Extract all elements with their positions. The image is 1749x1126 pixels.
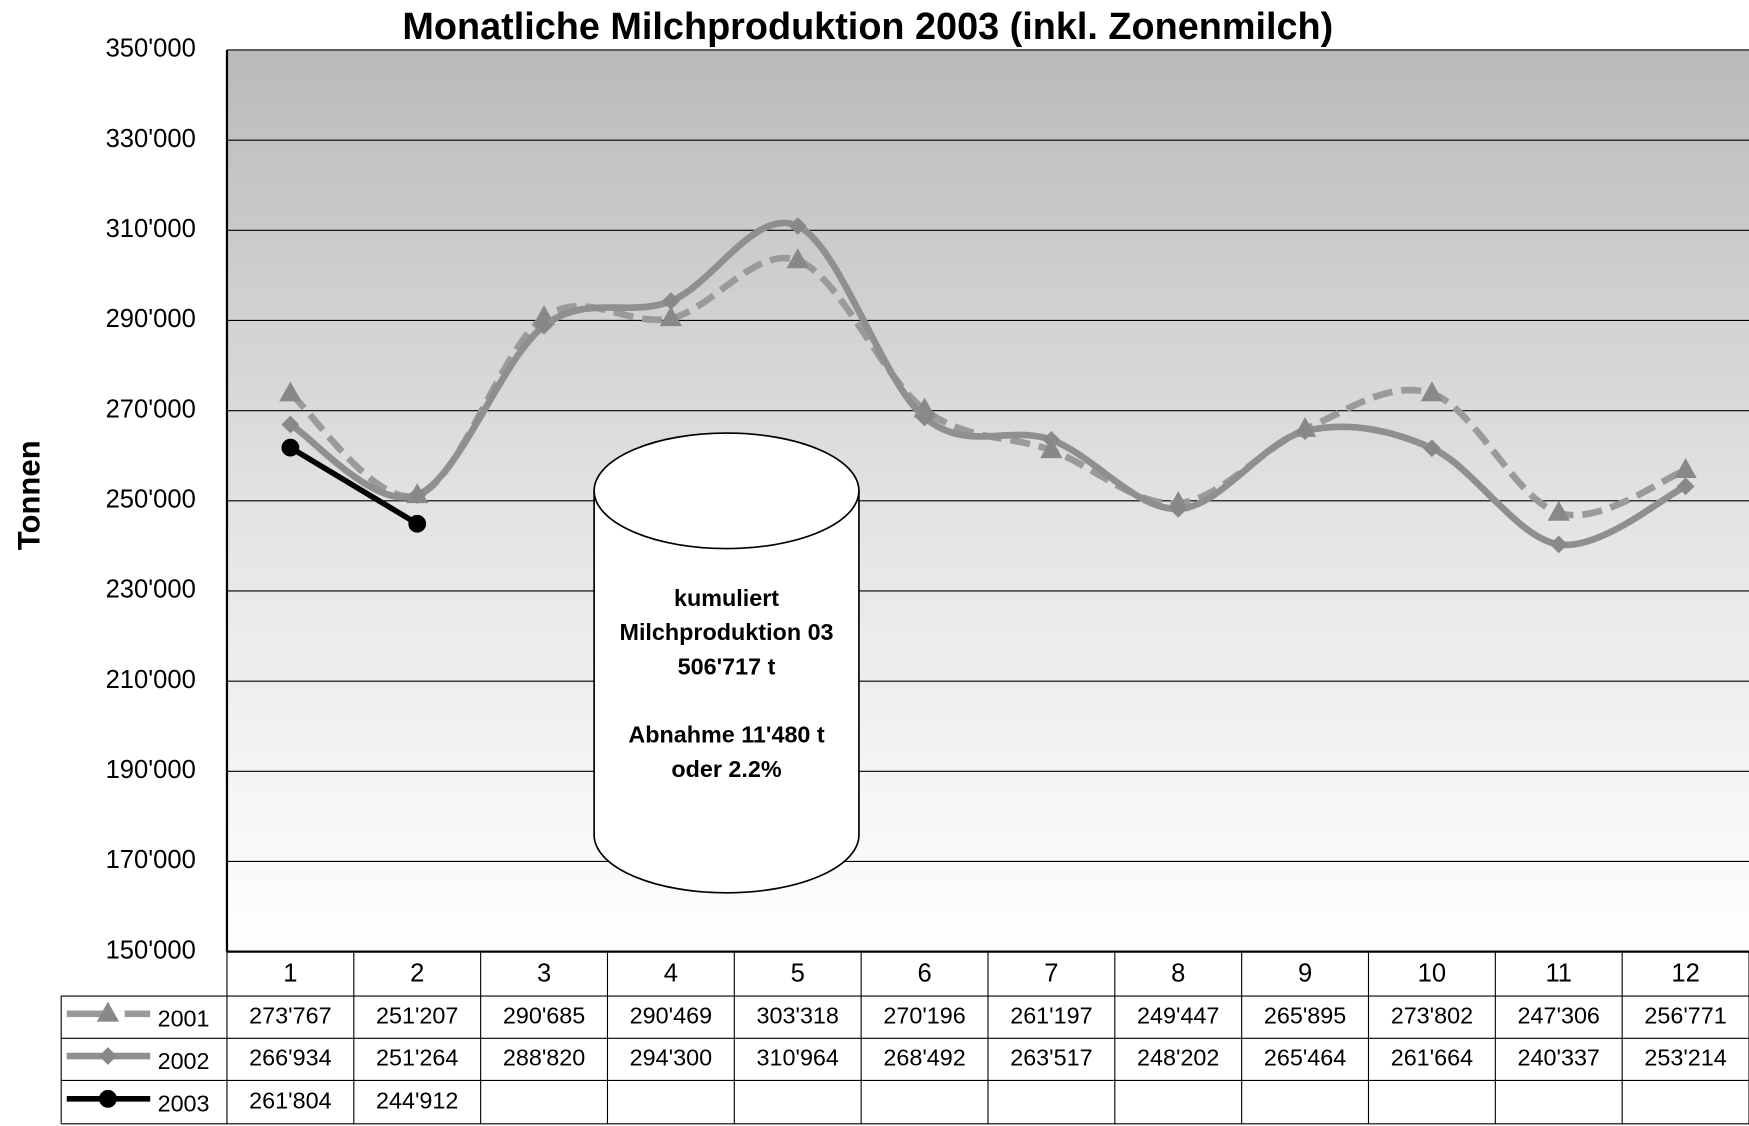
table-cell: 256'771 xyxy=(1644,1002,1726,1028)
annotation-text: Abnahme 11'480 t xyxy=(628,721,825,747)
table-cell: 261'197 xyxy=(1010,1002,1092,1028)
y-tick-label: 250'000 xyxy=(106,486,196,514)
cylinder-body xyxy=(593,490,860,894)
series-line xyxy=(288,219,1688,549)
marker xyxy=(1547,500,1570,521)
table-cell: 265'464 xyxy=(1264,1045,1346,1071)
y-tick-label: 150'000 xyxy=(106,936,196,964)
marker xyxy=(535,316,553,335)
table-cell: 248'202 xyxy=(1137,1045,1219,1071)
table-cell: 266'934 xyxy=(249,1045,331,1071)
x-tick-label: 10 xyxy=(1418,960,1446,988)
table-cell: 303'318 xyxy=(757,1002,839,1028)
table-cell: 253'214 xyxy=(1644,1045,1726,1071)
table-cell: 265'895 xyxy=(1264,1002,1346,1028)
y-tick-label: 210'000 xyxy=(106,666,196,694)
marker xyxy=(99,1047,117,1065)
marker xyxy=(661,292,680,310)
marker xyxy=(408,486,427,504)
y-tick-label: 170'000 xyxy=(106,846,196,874)
y-tick-label: 350'000 xyxy=(106,35,196,63)
table-cell: 263'517 xyxy=(1010,1045,1092,1071)
marker xyxy=(788,217,807,235)
series-line xyxy=(288,445,419,527)
table-cell: 247'306 xyxy=(1518,1002,1600,1028)
series-line xyxy=(288,254,1687,519)
marker xyxy=(279,381,302,402)
y-tick-label: 190'000 xyxy=(106,756,196,784)
y-tick-label: 230'000 xyxy=(106,576,196,604)
chart-title: Monatliche Milchproduktion 2003 (inkl. Z… xyxy=(402,6,1333,48)
marker xyxy=(1674,458,1697,479)
legend-label: 2003 xyxy=(158,1091,210,1117)
table-cell: 273'767 xyxy=(249,1002,331,1028)
marker xyxy=(1420,381,1444,402)
table-cell: 268'492 xyxy=(883,1045,965,1071)
marker xyxy=(1042,430,1061,449)
marker xyxy=(659,306,683,327)
table-cell: 290'685 xyxy=(503,1002,585,1028)
annotation-text: kumuliert xyxy=(674,585,779,611)
x-tick-label: 1 xyxy=(283,960,297,988)
annotation-text: Milchproduktion 03 xyxy=(619,619,833,645)
legend-label: 2002 xyxy=(158,1048,210,1074)
marker xyxy=(99,1089,117,1108)
x-tick-label: 5 xyxy=(791,960,805,988)
marker xyxy=(408,514,427,533)
marker xyxy=(281,438,300,457)
annotation-cylinder: kumuliert Milchproduktion 03 506'717 t Abna… xyxy=(593,432,860,894)
x-tick-label: 12 xyxy=(1671,960,1699,988)
table-cell: 273'802 xyxy=(1391,1002,1473,1028)
x-tick-label: 9 xyxy=(1298,960,1312,988)
annotation-text: oder 2.2% xyxy=(671,756,782,782)
table-cell: 294'300 xyxy=(630,1045,712,1071)
marker xyxy=(96,1001,120,1022)
marker xyxy=(1549,535,1568,554)
x-tick-label: 4 xyxy=(664,960,678,988)
marker xyxy=(915,408,934,427)
marker xyxy=(786,248,809,269)
marker xyxy=(281,415,300,434)
table-cell: 261'804 xyxy=(249,1087,331,1113)
table-cell: 249'447 xyxy=(1137,1002,1219,1028)
x-tick-label: 8 xyxy=(1171,960,1185,988)
table-cell: 240'337 xyxy=(1518,1045,1600,1071)
table-cell: 290'469 xyxy=(630,1002,712,1028)
marker xyxy=(1423,439,1441,458)
table-cell: 244'912 xyxy=(376,1087,458,1113)
annotation-text: 506'717 t xyxy=(678,654,776,680)
table-cell: 310'964 xyxy=(757,1045,839,1071)
x-tick-label: 6 xyxy=(917,960,931,988)
x-tick-label: 3 xyxy=(537,960,551,988)
table-cell: 251'207 xyxy=(376,1002,458,1028)
y-tick-label: 270'000 xyxy=(106,395,196,423)
y-axis-label: Tonnen xyxy=(11,440,46,550)
table-cell: 270'196 xyxy=(883,1002,965,1028)
legend-label: 2001 xyxy=(158,1006,210,1032)
cylinder-top xyxy=(593,432,860,550)
table-cell: 288'820 xyxy=(503,1045,585,1071)
y-tick-label: 310'000 xyxy=(106,215,196,243)
x-tick-label: 7 xyxy=(1044,960,1058,988)
x-tick-label: 11 xyxy=(1545,960,1572,988)
y-tick-label: 290'000 xyxy=(106,305,196,333)
x-tick-label: 2 xyxy=(410,960,424,988)
table-cell: 251'264 xyxy=(376,1045,458,1071)
y-tick-label: 330'000 xyxy=(106,125,196,153)
table-cell: 261'664 xyxy=(1391,1045,1473,1071)
